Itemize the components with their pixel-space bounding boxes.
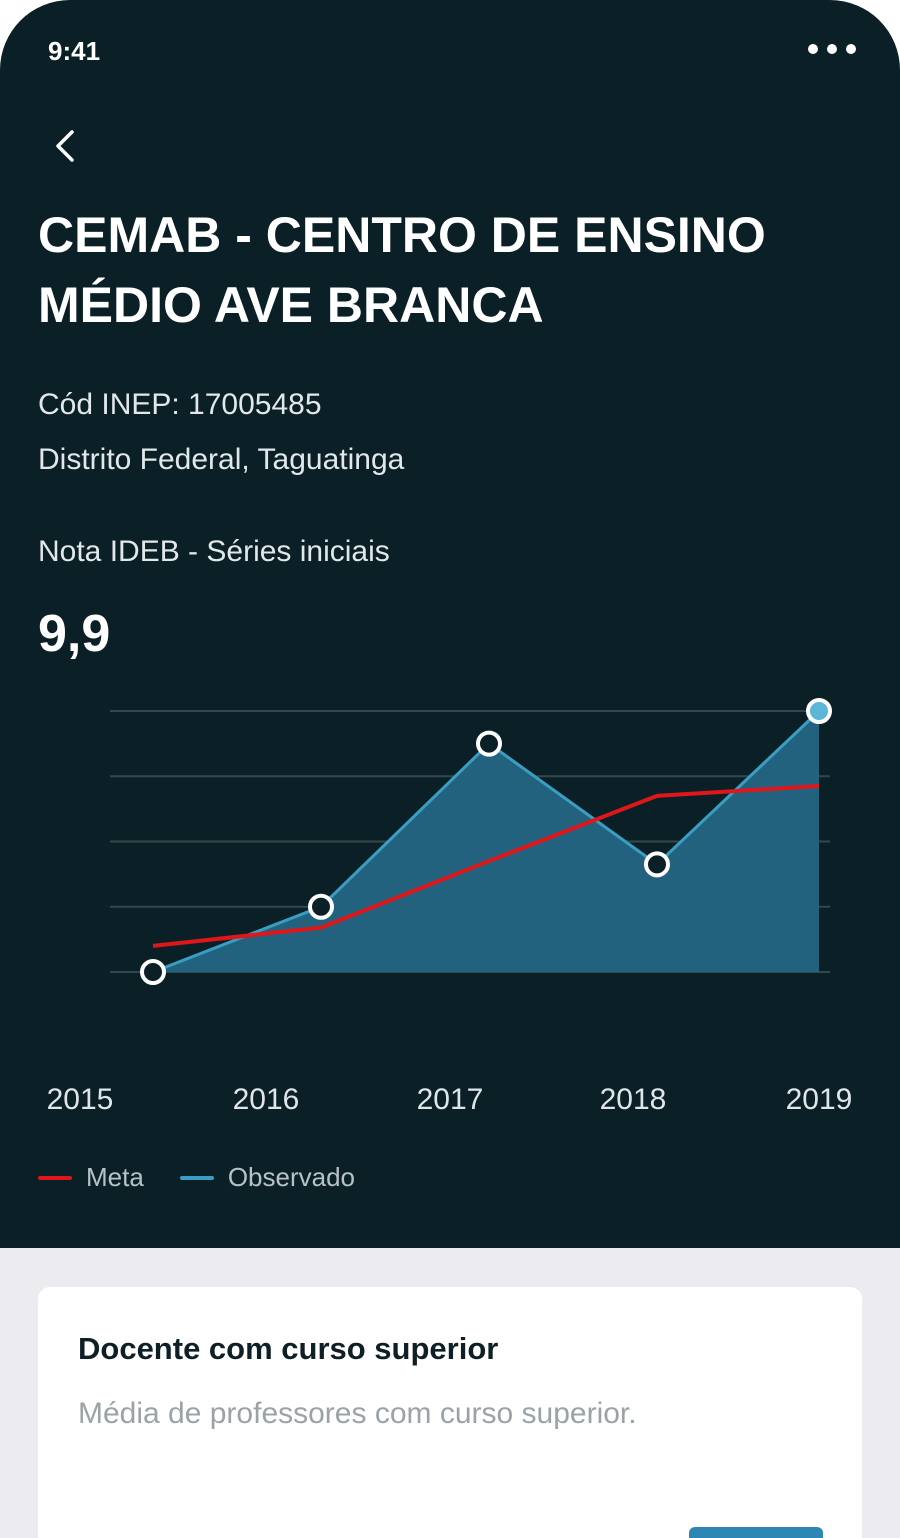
legend-swatch-meta: [38, 1175, 72, 1180]
observed-point: [806, 698, 832, 724]
x-tick-label: 2019: [786, 1083, 853, 1116]
card-title: Docente com curso superior: [78, 1331, 499, 1366]
observed-area: [153, 711, 819, 972]
observed-point: [476, 730, 502, 757]
legend-label-meta: Meta: [86, 1162, 144, 1192]
x-tick-label: 2016: [233, 1083, 300, 1116]
x-tick-label: 2015: [47, 1083, 114, 1116]
chart-legend: Meta Observado: [38, 1162, 391, 1193]
status-time: 9:41: [48, 36, 101, 66]
legend-swatch-observed: [179, 1175, 214, 1180]
teacher-degree-card[interactable]: Docente com curso superior Média de prof…: [38, 1287, 862, 1538]
school-location: Distrito Federal, Taguatinga: [38, 443, 405, 476]
ideb-chart: 2015 2016 2017 2018 2019: [47, 698, 853, 1116]
back-button[interactable]: [44, 124, 84, 168]
x-tick-label: 2018: [600, 1083, 667, 1116]
inep-code: Cód INEP: 17005485: [38, 388, 322, 421]
chevron-left-icon: [56, 130, 74, 162]
legend-item-meta: Meta: [38, 1162, 144, 1193]
observed-point: [644, 851, 670, 878]
bar-chart-bar: [689, 1527, 823, 1538]
x-tick-label: 2017: [417, 1083, 484, 1116]
ideb-value: 9,9: [38, 605, 111, 663]
more-dots-icon[interactable]: [808, 44, 856, 54]
legend-item-observed: Observado: [179, 1162, 355, 1193]
meta-line: [152, 784, 820, 948]
ideb-label: Nota IDEB - Séries iniciais: [38, 535, 390, 568]
school-header: 9:41 CEMAB - CENTRO DE ENSINO MÉDIO AVE …: [0, 0, 900, 1248]
observed-point: [308, 893, 334, 920]
card-subtitle: Média de professores com curso superior.: [78, 1397, 637, 1430]
page-title: CEMAB - CENTRO DE ENSINO MÉDIO AVE BRANC…: [38, 207, 766, 333]
legend-label-observed: Observado: [227, 1162, 355, 1192]
observed-point: [140, 959, 166, 985]
